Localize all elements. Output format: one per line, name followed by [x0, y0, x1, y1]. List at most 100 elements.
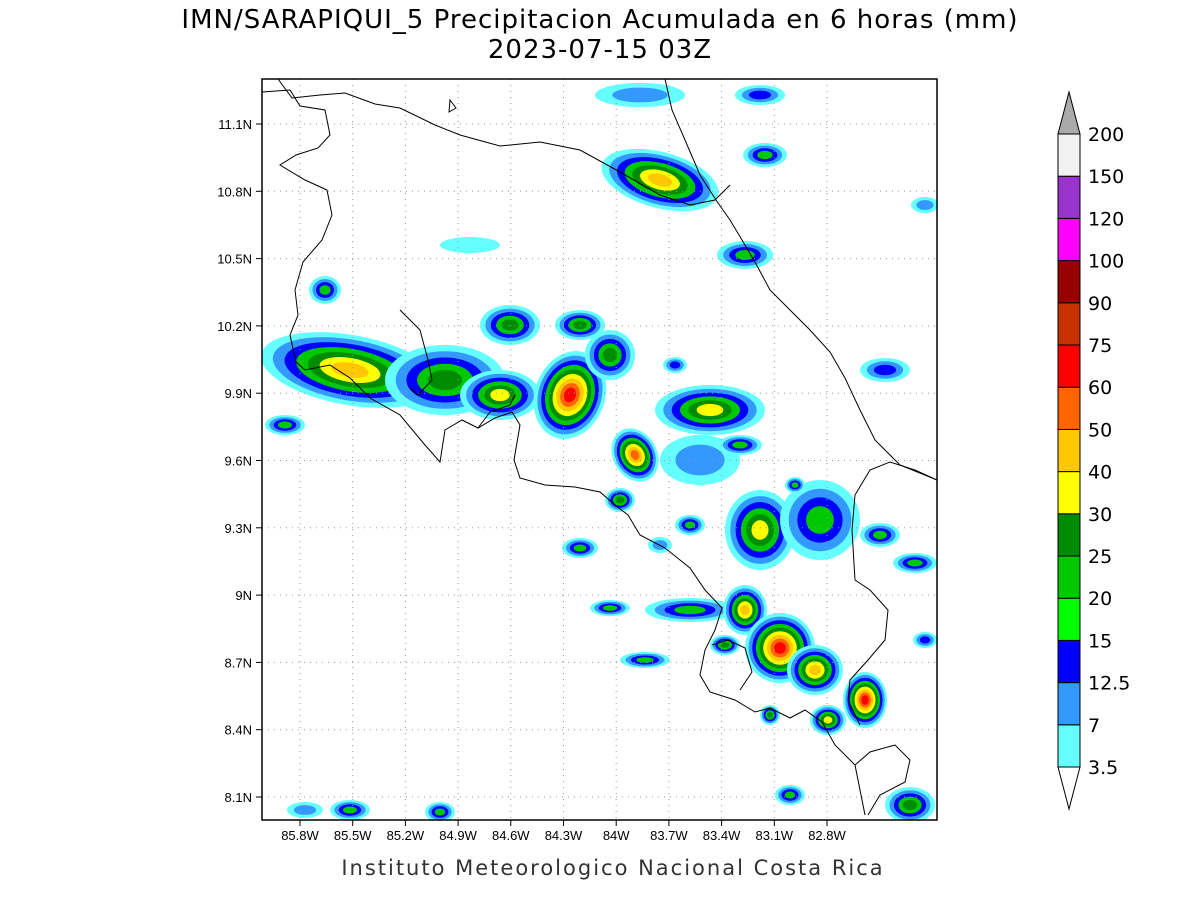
lake-nicaragua-shore — [448, 98, 457, 113]
precip-contour — [823, 716, 833, 724]
nicaragua-border — [277, 79, 731, 206]
precip-contour — [615, 496, 625, 504]
colorbar-cell — [1057, 260, 1081, 304]
colorbar-max-arrow — [1057, 90, 1081, 135]
precip-contour — [278, 421, 292, 429]
precip-contour — [602, 347, 618, 363]
colorbar-level-label: 90 — [1088, 293, 1112, 315]
osa-peninsula — [711, 639, 753, 691]
colorbar-level-label: 15 — [1088, 630, 1112, 652]
precip-contour — [636, 657, 654, 663]
colorbar-cell — [1057, 133, 1081, 177]
precip-contour — [916, 200, 934, 210]
nicoya-peninsula-inner — [399, 309, 433, 396]
precip-contour — [563, 387, 577, 403]
precip-contour — [740, 604, 750, 616]
colorbar-level-label: 3.5 — [1088, 757, 1118, 779]
precip-contour — [902, 799, 918, 811]
lat-tick-label: 9.3N — [225, 521, 252, 536]
precip-contour — [748, 90, 772, 100]
lon-tick-label: 85.8W — [281, 828, 319, 843]
coastline-borders — [262, 79, 937, 816]
lat-tick-label: 9N — [235, 588, 252, 603]
colorbar-level-label: 75 — [1088, 335, 1112, 357]
precip-contour — [757, 150, 773, 160]
precip-contour — [674, 605, 706, 615]
precip-contour — [806, 506, 834, 534]
colorbar-level-label: 100 — [1088, 251, 1124, 273]
precip-contour — [751, 520, 769, 540]
colorbar-cell — [1057, 513, 1081, 557]
colorbar-cell — [1057, 471, 1081, 515]
lat-tick-label: 9.6N — [225, 454, 252, 469]
colorbar-level-label: 60 — [1088, 377, 1112, 399]
lon-tick-label: 84.9W — [439, 828, 477, 843]
lat-tick-label: 10.8N — [217, 184, 252, 199]
precip-contour — [696, 403, 724, 417]
precip-contour — [720, 642, 730, 648]
colorbar-cell — [1057, 428, 1081, 473]
lon-tick-label: 84W — [603, 828, 630, 843]
pacific-coast-north — [262, 89, 866, 816]
colorbar-level-label: 120 — [1088, 208, 1124, 230]
lat-tick-label: 8.4N — [225, 723, 252, 738]
precip-contour — [434, 808, 446, 816]
precip-contour — [809, 664, 821, 676]
precip-contour — [501, 319, 519, 331]
lon-tick-label: 85.5W — [334, 828, 372, 843]
map-frame — [261, 78, 938, 821]
map-subtitle: 2023-07-15 03Z — [487, 35, 713, 65]
precip-contour — [791, 482, 799, 488]
precip-contour — [684, 521, 696, 529]
colorbar-cell — [1057, 639, 1081, 684]
lat-tick-label: 8.1N — [225, 790, 252, 805]
colorbar-cell — [1057, 597, 1081, 641]
lon-tick-label: 84.3W — [545, 828, 583, 843]
lat-tick-label: 11.1N — [218, 117, 252, 132]
colorbar-cell — [1057, 217, 1081, 262]
precip-contour — [331, 362, 369, 378]
precip-contour — [440, 237, 500, 253]
colorbar-level-label: 40 — [1088, 462, 1112, 484]
lat-tick-label: 8.7N — [225, 655, 252, 670]
precip-contour — [572, 320, 588, 330]
precip-contour — [630, 450, 640, 460]
lon-tick-label: 83.1W — [756, 828, 794, 843]
precip-contour — [343, 806, 357, 814]
colorbar-level-label: 7 — [1088, 715, 1100, 737]
precip-contour — [907, 559, 923, 567]
lat-tick-label: 9.9N — [225, 386, 252, 401]
colorbar-level-label: 150 — [1088, 166, 1124, 188]
lon-tick-label: 83.7W — [650, 828, 688, 843]
colorbar-min-arrow — [1057, 766, 1081, 811]
precip-contour — [784, 791, 796, 799]
colorbar-level-label: 50 — [1088, 419, 1112, 441]
precip-contour — [861, 695, 869, 705]
footer-credit: Instituto Meteorologico Nacional Costa R… — [341, 856, 885, 880]
colorbar-cell — [1057, 344, 1081, 388]
burica-peninsula — [854, 744, 911, 816]
lat-tick-label: 10.2N — [217, 319, 252, 334]
precip-contour — [612, 87, 668, 103]
precip-contour — [732, 441, 748, 449]
colorbar-cell — [1057, 724, 1081, 768]
precipitation-field — [262, 83, 937, 820]
precip-contour — [293, 805, 317, 815]
lon-tick-label: 82.8W — [808, 828, 846, 843]
precip-contour — [669, 361, 681, 369]
precip-contour — [319, 285, 331, 295]
precip-contour — [647, 173, 673, 187]
gulf-of-nicoya — [477, 394, 516, 429]
colorbar-labels: 3.5 7 12.5 15 20 25 30 40 50 60 75 90 100 120 150 200 — [1088, 124, 1130, 779]
colorbar-cell — [1057, 555, 1081, 599]
precip-contour — [427, 370, 463, 390]
lon-tick-label: 83.4W — [703, 828, 741, 843]
colorbar-cell — [1057, 682, 1081, 726]
precip-contour — [873, 530, 887, 540]
colorbar-cell — [1057, 302, 1081, 346]
colorbar-cell — [1057, 386, 1081, 430]
lon-tick-label: 84.6W — [492, 828, 530, 843]
colorbar-level-label: 200 — [1088, 124, 1124, 146]
